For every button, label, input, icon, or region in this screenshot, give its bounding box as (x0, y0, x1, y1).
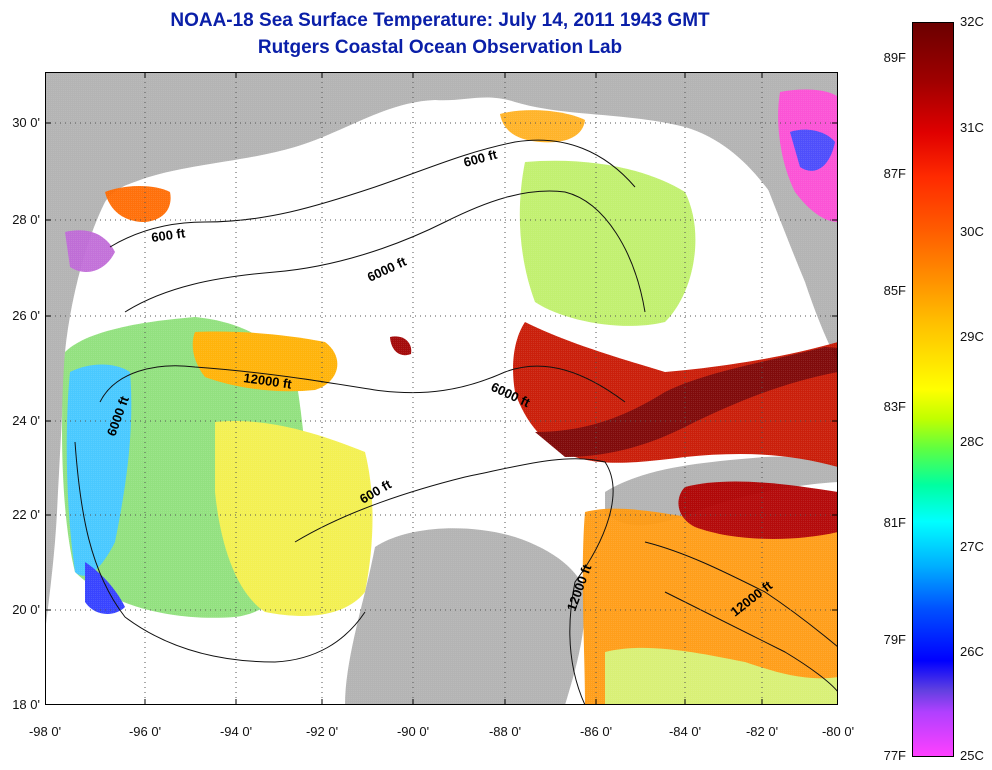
colorbar-label-f: 77F (883, 748, 906, 763)
temperature-colorbar (912, 22, 954, 757)
lat-tick-label: 30 0' (12, 115, 40, 130)
lon-tick-label: -86 0' (579, 724, 613, 739)
lon-tick-label: -82 0' (745, 724, 779, 739)
contour-label: 12000 ft (243, 370, 294, 392)
map-frame (45, 72, 838, 705)
colorbar-label-c: 26C (960, 644, 984, 659)
lon-tick-label: -90 0' (396, 724, 430, 739)
colorbar-label-c: 32C (960, 14, 984, 29)
contour-label: 600 ft (150, 225, 186, 245)
grid-lines (45, 72, 838, 705)
colorbar-label-c: 31C (960, 120, 984, 135)
lat-tick-label: 28 0' (12, 212, 40, 227)
lon-tick-label: -96 0' (128, 724, 162, 739)
colorbar-label-f: 87F (883, 166, 906, 181)
colorbar-label-c: 27C (960, 539, 984, 554)
map-title: NOAA-18 Sea Surface Temperature: July 14… (170, 10, 710, 31)
lon-tick-label: -88 0' (488, 724, 522, 739)
lon-tick-label: -98 0' (28, 724, 62, 739)
lat-tick-label: 26 0' (12, 308, 40, 323)
lat-tick-label: 24 0' (12, 413, 40, 428)
lon-tick-label: -84 0' (668, 724, 702, 739)
colorbar-label-f: 81F (883, 515, 906, 530)
sst-data (45, 72, 838, 705)
lat-tick-label: 18 0' (12, 697, 40, 712)
colorbar-label-c: 29C (960, 329, 984, 344)
map-subtitle: Rutgers Coastal Ocean Observation Lab (257, 37, 623, 58)
lat-tick-label: 22 0' (12, 507, 40, 522)
lat-tick-label: 20 0' (12, 602, 40, 617)
colorbar-label-f: 89F (883, 50, 906, 65)
lon-tick-label: -94 0' (219, 724, 253, 739)
bathymetry-contours (74, 139, 838, 705)
colorbar-label-f: 79F (883, 632, 906, 647)
colorbar-label-c: 30C (960, 224, 984, 239)
lon-tick-label: -80 0' (821, 724, 855, 739)
colorbar-label-c: 28C (960, 434, 984, 449)
colorbar-label-c: 25C (960, 748, 984, 763)
sst-map: 600 ft 600 ft 6000 ft 12000 ft 6000 ft 6… (45, 72, 838, 705)
colorbar-label-f: 83F (883, 399, 906, 414)
colorbar-label-f: 85F (883, 283, 906, 298)
lon-tick-label: -92 0' (305, 724, 339, 739)
